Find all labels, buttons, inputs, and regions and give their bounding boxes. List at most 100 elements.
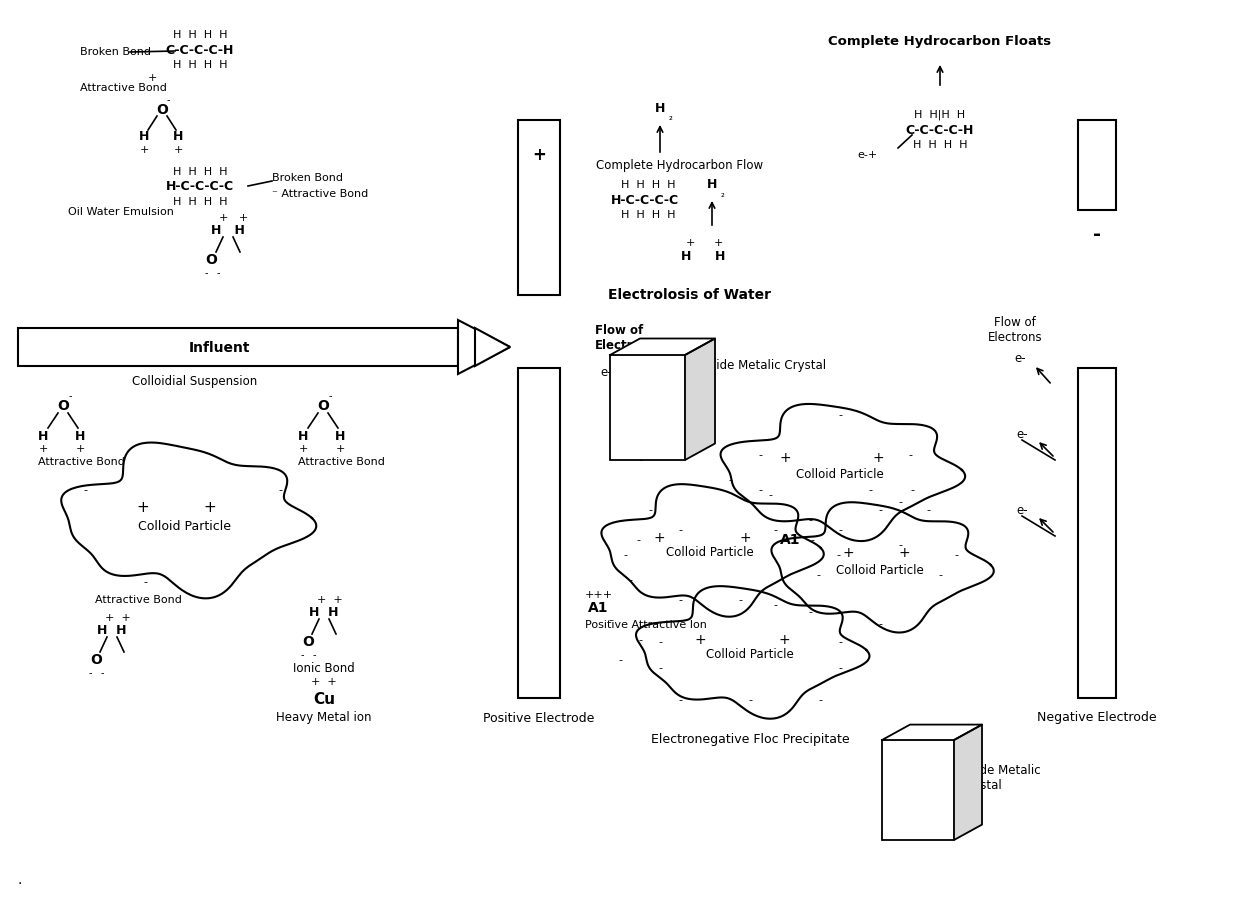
Text: .: . (17, 873, 22, 887)
Text: e-: e- (600, 365, 611, 379)
Text: -: - (926, 505, 930, 515)
Text: -: - (808, 515, 812, 525)
Text: -: - (639, 635, 642, 645)
Text: H  H  H  H: H H H H (621, 180, 676, 190)
Text: +: + (842, 546, 854, 560)
Text: +: + (779, 451, 791, 465)
Polygon shape (720, 404, 965, 541)
Text: Broken Bond: Broken Bond (81, 47, 151, 57)
Text: -: - (758, 485, 763, 495)
Bar (518, 120, 560, 295)
Text: -: - (908, 450, 911, 460)
Text: -: - (143, 577, 148, 587)
Text: -: - (216, 268, 219, 278)
Polygon shape (610, 338, 715, 355)
Text: +   +: + + (219, 213, 249, 223)
Text: +: + (38, 444, 47, 454)
Text: -: - (647, 393, 651, 403)
Text: -: - (898, 497, 901, 507)
Text: +: + (76, 444, 84, 454)
Bar (1078, 368, 1116, 698)
Text: -: - (878, 505, 882, 515)
Text: Cu: Cu (632, 425, 653, 439)
Text: Colloidial Suspension: Colloidial Suspension (133, 376, 258, 388)
Text: Colloid Particle: Colloid Particle (706, 649, 794, 661)
Text: -: - (810, 535, 813, 545)
Text: Flow of
Electrons: Flow of Electrons (595, 324, 657, 352)
Text: -: - (900, 777, 904, 787)
Text: -: - (773, 600, 777, 610)
Text: +: + (898, 546, 910, 560)
Text: -: - (748, 695, 751, 705)
Text: -: - (622, 550, 627, 560)
Polygon shape (771, 502, 993, 632)
Bar (882, 740, 954, 840)
Text: Attractive Bond: Attractive Bond (81, 83, 167, 93)
Text: -: - (608, 435, 613, 445)
Text: -: - (300, 650, 304, 660)
Text: Complete Hydrocarbon Flow: Complete Hydrocarbon Flow (596, 159, 764, 171)
Polygon shape (601, 484, 823, 616)
Text: +: + (739, 531, 750, 545)
Text: -: - (954, 550, 959, 560)
Text: H: H (714, 249, 725, 263)
Text: e-+: e-+ (858, 150, 878, 160)
Text: -: - (636, 535, 640, 545)
Text: O: O (156, 103, 167, 117)
Text: -: - (773, 525, 777, 535)
Text: +: + (299, 444, 308, 454)
Bar (610, 355, 684, 460)
Text: -: - (838, 663, 842, 673)
Text: -: - (658, 637, 662, 647)
Text: +  +: + + (105, 613, 131, 623)
Text: Attractive Bond: Attractive Bond (38, 457, 125, 467)
Text: Colloid Particle: Colloid Particle (666, 546, 754, 560)
Text: -: - (838, 637, 842, 647)
Text: +: + (779, 633, 790, 647)
Text: +  +: + + (317, 595, 343, 605)
Text: -: - (838, 410, 842, 420)
Text: H: H (655, 101, 665, 115)
Text: Electronegative Floc Precipitate: Electronegative Floc Precipitate (651, 734, 849, 746)
Text: +: + (203, 501, 216, 516)
Text: Oxide Metalic Crystal: Oxide Metalic Crystal (701, 359, 826, 371)
Text: -: - (910, 485, 914, 495)
Text: -: - (166, 95, 170, 105)
Text: H: H (74, 430, 86, 442)
Text: H: H (335, 430, 345, 442)
Text: A1: A1 (588, 601, 609, 615)
Text: +: + (139, 145, 149, 155)
Text: ⁻ Attractive Bond: ⁻ Attractive Bond (272, 189, 368, 199)
Text: Negative Electrode: Negative Electrode (1037, 711, 1157, 725)
Text: +: + (713, 238, 723, 248)
Text: -: - (836, 550, 839, 560)
Text: ++: ++ (634, 410, 652, 420)
Text: H-C-C-C-C: H-C-C-C-C (611, 194, 680, 206)
Text: Colloid Particle: Colloid Particle (836, 563, 924, 577)
Text: O: O (303, 635, 314, 649)
Text: +++: +++ (585, 590, 613, 600)
Text: H: H (707, 179, 717, 191)
Text: O: O (205, 253, 217, 267)
Text: Broken Bond: Broken Bond (272, 173, 343, 183)
Text: Electrolosis of Water: Electrolosis of Water (609, 288, 771, 302)
Text: -: - (728, 475, 732, 485)
Text: O: O (317, 399, 329, 413)
Text: H: H (172, 130, 184, 144)
Polygon shape (636, 586, 869, 718)
Text: Ionic Bond: Ionic Bond (293, 661, 355, 675)
Text: Attractive Bond: Attractive Bond (298, 457, 384, 467)
Text: H  H|H  H: H H|H H (914, 109, 966, 120)
Polygon shape (475, 328, 510, 366)
Text: H  H  H  H: H H H H (172, 30, 227, 40)
Text: -: - (937, 570, 942, 580)
Polygon shape (882, 725, 982, 740)
Text: H  H: H H (97, 623, 126, 637)
Text: Heavy Metal ion: Heavy Metal ion (277, 711, 372, 725)
Text: Attractive Bond: Attractive Bond (95, 595, 182, 605)
Text: +: + (532, 146, 546, 164)
Text: -: - (329, 391, 332, 401)
Bar (518, 368, 560, 698)
Text: Flow of
Electrons: Flow of Electrons (988, 316, 1043, 344)
Text: Oil Water Emulsion: Oil Water Emulsion (68, 207, 174, 217)
